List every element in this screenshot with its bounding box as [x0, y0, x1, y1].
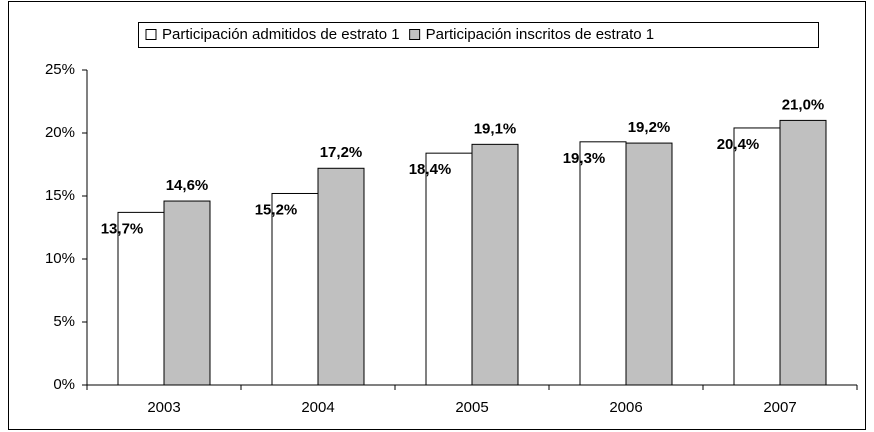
legend-marker [409, 29, 421, 40]
value-label: 19,3% [563, 150, 606, 167]
bar [271, 192, 319, 386]
y-tick-label: 0% [53, 376, 75, 393]
bar [579, 141, 627, 386]
bar [471, 143, 519, 386]
value-label: 17,2% [320, 144, 363, 161]
bar [425, 152, 473, 386]
value-label: 21,0% [782, 96, 825, 113]
y-tick-label: 15% [45, 187, 75, 204]
x-tick-label: 2004 [301, 399, 334, 416]
bar [163, 200, 211, 386]
x-tick-label: 2007 [763, 399, 796, 416]
y-tick-label: 5% [53, 313, 75, 330]
bar [117, 211, 165, 386]
value-label: 13,7% [101, 220, 144, 237]
value-label: 14,6% [166, 177, 209, 194]
bar [779, 119, 827, 386]
value-label: 20,4% [717, 136, 760, 153]
y-tick-label: 10% [45, 250, 75, 267]
legend-label: Participación inscritos de estrato 1 [426, 26, 654, 43]
value-label: 15,2% [255, 201, 298, 218]
value-label: 18,4% [409, 161, 452, 178]
x-tick-label: 2006 [609, 399, 642, 416]
value-label: 19,1% [474, 120, 517, 137]
legend-label: Participación admitidos de estrato 1 [162, 26, 400, 43]
x-tick-label: 2005 [455, 399, 488, 416]
legend-marker [145, 29, 157, 40]
x-tick-label: 2003 [147, 399, 180, 416]
value-label: 19,2% [628, 119, 671, 136]
bar [317, 167, 365, 386]
bar [625, 142, 673, 386]
y-tick-label: 20% [45, 124, 75, 141]
y-tick-label: 25% [45, 61, 75, 78]
legend-box [138, 22, 819, 48]
bar [733, 127, 781, 386]
